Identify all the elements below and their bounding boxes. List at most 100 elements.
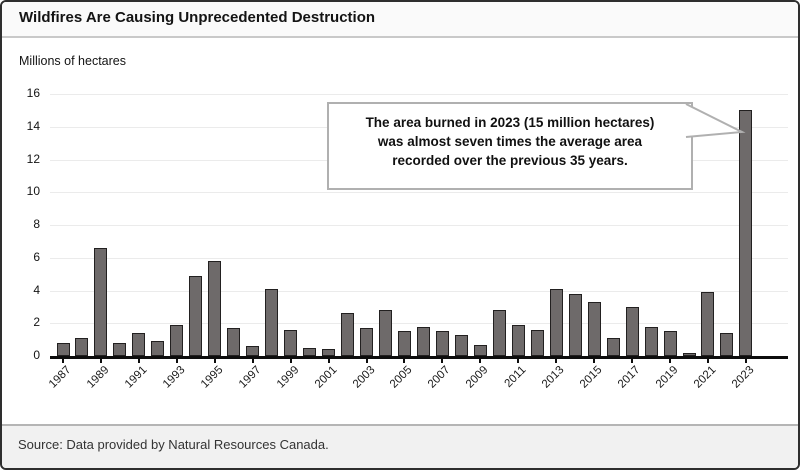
bar: [265, 289, 278, 356]
bar: [550, 289, 563, 356]
x-tick-label: 2003: [350, 364, 378, 391]
bar: [75, 338, 88, 356]
y-tick-label: 2: [33, 315, 40, 329]
plot-area: 0 2 4 6 8 10 12 14 16 1987 1989 1991 1993 1995 1997 199…: [2, 38, 798, 424]
x-tick-label: 2015: [577, 364, 605, 391]
x-tick-label: 2023: [729, 364, 757, 391]
annotation-line-3: recorded over the previous 35 years.: [392, 153, 628, 168]
bar: [303, 348, 316, 356]
bar: [512, 325, 525, 356]
y-axis-unit-label: Millions of hectares: [19, 54, 126, 68]
bar: [246, 346, 259, 356]
x-tick-label: 2021: [691, 364, 719, 391]
bar: [360, 328, 373, 356]
x-tick-label: 1999: [274, 364, 302, 391]
y-tick-label: 4: [33, 283, 40, 297]
bar: [208, 261, 221, 356]
y-tick-label: 6: [33, 250, 40, 264]
gridline: [50, 94, 788, 95]
x-tick-label: 2019: [653, 364, 681, 391]
bar: [664, 331, 677, 356]
x-tick-label: 1989: [84, 364, 112, 391]
annotation-callout: The area burned in 2023 (15 million hect…: [327, 102, 693, 190]
x-tick-label: 2005: [387, 364, 415, 391]
x-tick-label: 2017: [615, 364, 643, 391]
bar: [170, 325, 183, 356]
gridline: [50, 323, 788, 324]
chart-area: Millions of hectares 0 2 4 6 8 10 12 14 16 1987 19…: [2, 38, 798, 424]
bar: [113, 343, 126, 356]
bar: [474, 345, 487, 356]
x-axis-tick: [479, 359, 481, 363]
bar: [132, 333, 145, 356]
x-tick-label: 2007: [425, 364, 453, 391]
x-axis-tick: [631, 359, 633, 363]
x-tick-label: 2001: [312, 364, 340, 391]
y-tick-label: 8: [33, 217, 40, 231]
gridline: [50, 258, 788, 259]
bar: [341, 313, 354, 356]
bar: [417, 327, 430, 356]
chart-title-bar: Wildfires Are Causing Unprecedented Dest…: [2, 2, 798, 38]
gridline: [50, 291, 788, 292]
x-axis-tick: [138, 359, 140, 363]
x-tick-label: 2013: [539, 364, 567, 391]
bar: [436, 331, 449, 356]
x-axis-tick: [593, 359, 595, 363]
source-text: Source: Data provided by Natural Resourc…: [18, 437, 329, 452]
bar: [284, 330, 297, 356]
x-axis-tick: [252, 359, 254, 363]
x-axis-tick: [707, 359, 709, 363]
x-tick-label: 2011: [502, 364, 529, 390]
bar: [227, 328, 240, 356]
bar: [94, 248, 107, 356]
bar: [531, 330, 544, 356]
x-tick-label: 1993: [160, 364, 188, 391]
y-tick-label: 14: [26, 119, 40, 133]
x-tick-label: 1995: [198, 364, 226, 391]
y-tick-label: 0: [33, 348, 40, 362]
gridline: [50, 225, 788, 226]
y-tick-label: 12: [26, 152, 40, 166]
y-tick-label: 10: [26, 184, 40, 198]
x-axis-line: [50, 356, 788, 359]
bar: [588, 302, 601, 356]
x-axis-tick: [328, 359, 330, 363]
bar: [569, 294, 582, 356]
x-tick-label: 1997: [236, 364, 264, 391]
gridline: [50, 192, 788, 193]
bar: [379, 310, 392, 356]
bar: [493, 310, 506, 356]
y-tick-label: 16: [26, 86, 40, 100]
bar: [626, 307, 639, 356]
bar: [455, 335, 468, 356]
bar: [720, 333, 733, 356]
annotation-line-2: was almost seven times the average area: [377, 134, 643, 149]
x-tick-label: 1991: [122, 364, 150, 391]
bar: [151, 341, 164, 356]
bar: [398, 331, 411, 356]
x-axis-tick: [403, 359, 405, 363]
bar: [607, 338, 620, 356]
annotation-line-1: The area burned in 2023 (15 million hect…: [365, 115, 655, 130]
x-axis-tick: [290, 359, 292, 363]
bar: [322, 349, 335, 356]
x-axis-tick: [62, 359, 64, 363]
x-axis-tick: [366, 359, 368, 363]
bar: [739, 110, 752, 356]
x-axis-tick: [555, 359, 557, 363]
x-axis-tick: [214, 359, 216, 363]
x-axis-tick: [745, 359, 747, 363]
bar: [57, 343, 70, 356]
chart-title: Wildfires Are Causing Unprecedented Dest…: [19, 9, 376, 26]
x-tick-label: 2009: [463, 364, 491, 391]
bar: [645, 327, 658, 356]
x-axis-tick: [517, 359, 519, 363]
x-axis-tick: [669, 359, 671, 363]
x-axis-tick: [441, 359, 443, 363]
bar: [701, 292, 714, 356]
x-tick-label: 1987: [46, 364, 74, 391]
x-axis-tick: [100, 359, 102, 363]
x-axis-tick: [176, 359, 178, 363]
